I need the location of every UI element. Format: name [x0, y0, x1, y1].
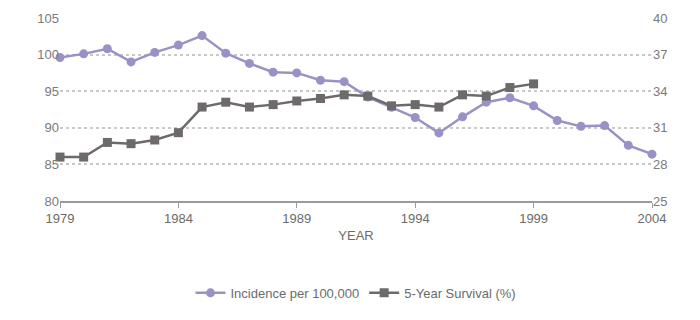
svg-text:25: 25 — [653, 194, 667, 209]
svg-text:2004: 2004 — [638, 211, 667, 226]
svg-text:105: 105 — [37, 11, 59, 26]
svg-text:37: 37 — [653, 47, 667, 62]
svg-text:28: 28 — [653, 157, 667, 172]
svg-text:34: 34 — [653, 84, 667, 99]
svg-text:95: 95 — [45, 84, 59, 99]
svg-text:31: 31 — [653, 120, 667, 135]
svg-text:90: 90 — [45, 120, 59, 135]
svg-text:40: 40 — [653, 11, 667, 26]
svg-text:100: 100 — [37, 47, 59, 62]
svg-text:1979: 1979 — [46, 211, 75, 226]
svg-text:YEAR: YEAR — [338, 228, 373, 243]
svg-text:1989: 1989 — [282, 211, 311, 226]
svg-text:80: 80 — [45, 194, 59, 209]
svg-text:1999: 1999 — [519, 211, 548, 226]
svg-text:1994: 1994 — [401, 211, 430, 226]
svg-text:1984: 1984 — [164, 211, 193, 226]
svg-text:85: 85 — [45, 157, 59, 172]
svg-text:5-Year Survival (%): 5-Year Survival (%) — [404, 286, 516, 301]
svg-text:Incidence per 100,000: Incidence per 100,000 — [231, 286, 360, 301]
